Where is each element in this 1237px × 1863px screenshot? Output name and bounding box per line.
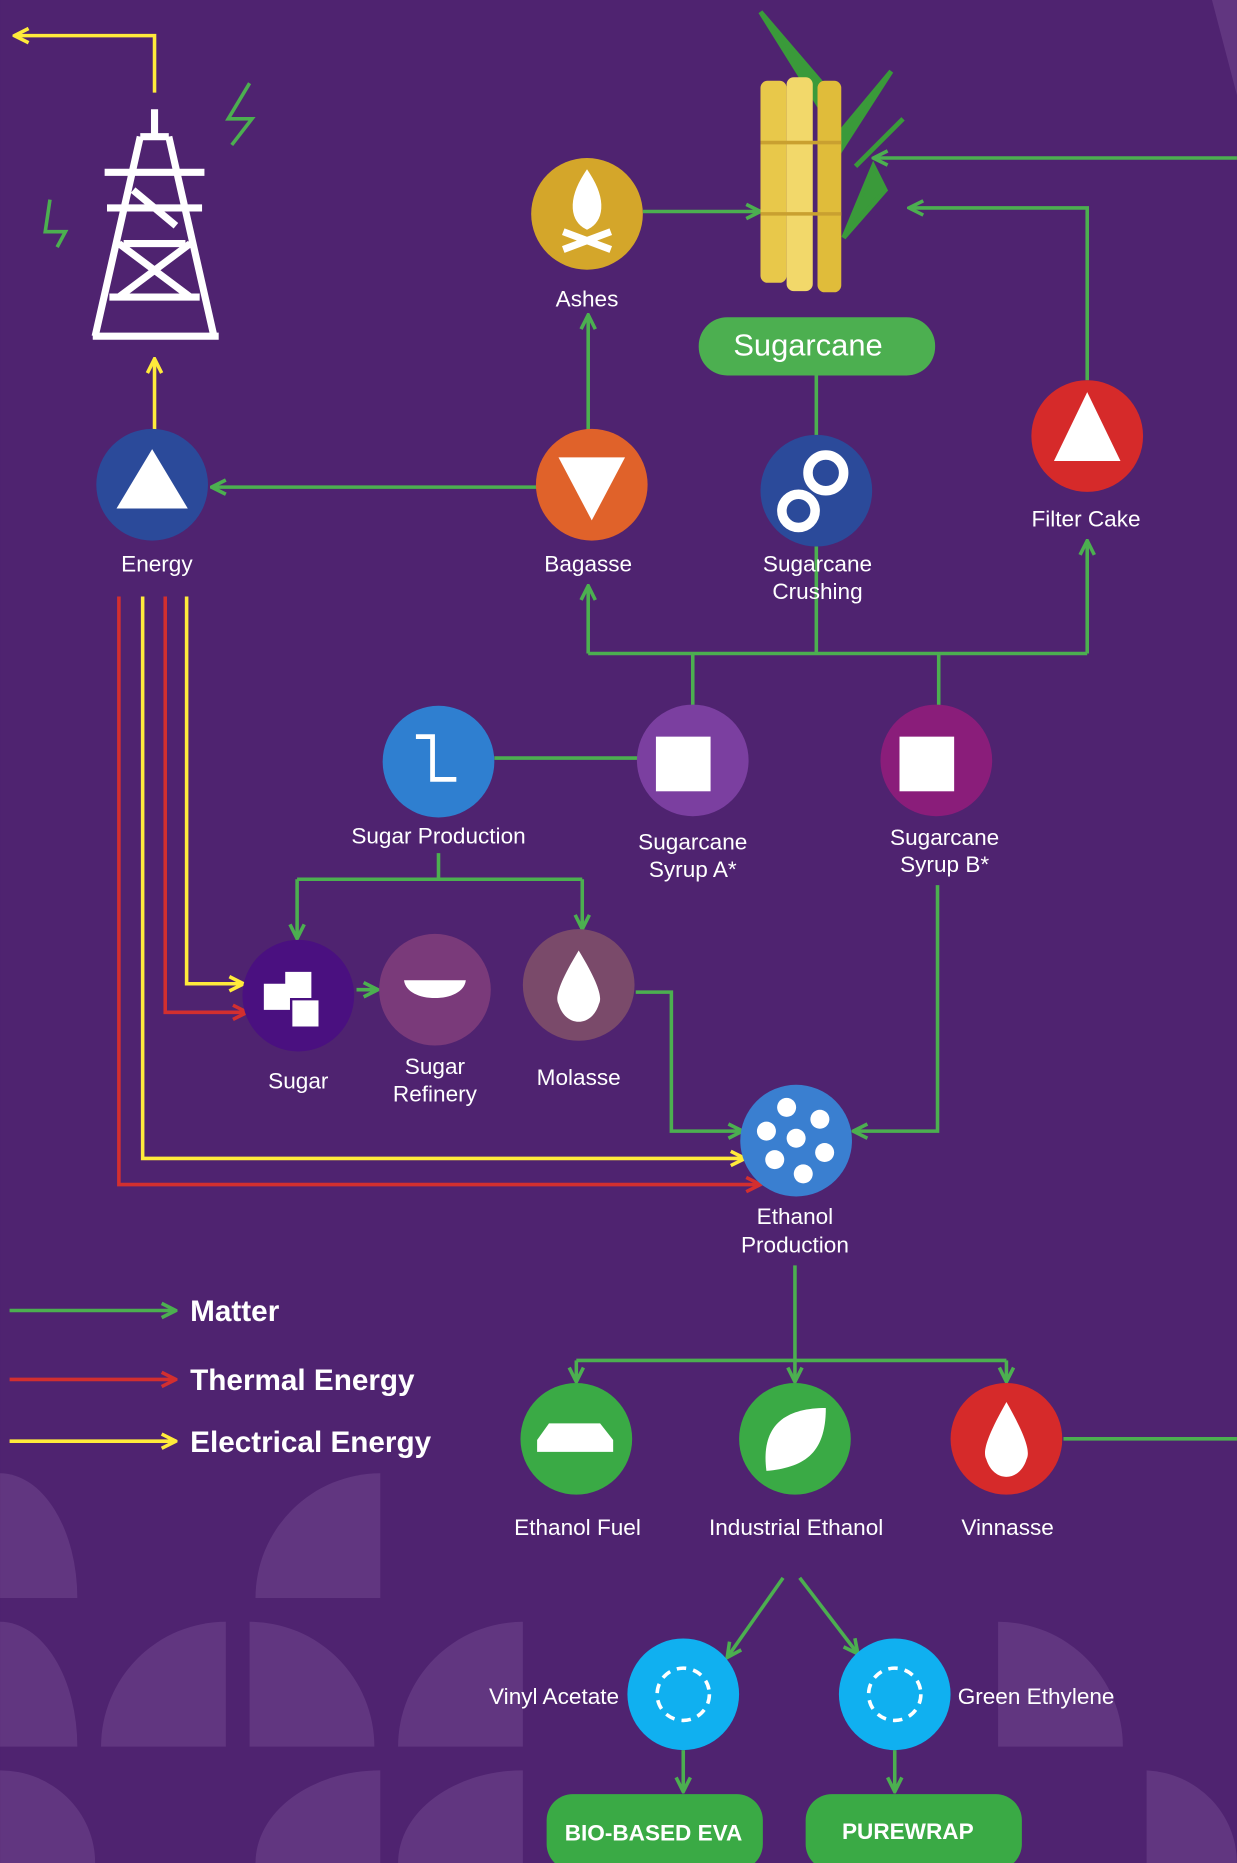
sugarcane-pill — [698, 317, 936, 376]
node-label: Sugarcane — [890, 825, 999, 850]
sugar-production-node — [382, 705, 495, 818]
legend-label: Thermal Energy — [190, 1364, 415, 1397]
icon — [1053, 392, 1121, 461]
node-label: Green Ethylene — [958, 1684, 1115, 1709]
button-bg[interactable] — [805, 1794, 1022, 1863]
node-label: Ethanol Fuel — [514, 1515, 641, 1540]
node-label: Ashes — [556, 287, 619, 312]
node-label: Ethanol — [757, 1204, 834, 1229]
icon — [415, 734, 457, 782]
node-label: Industrial Ethanol — [709, 1515, 883, 1540]
icon — [655, 736, 711, 792]
nodes — [96, 158, 1144, 1751]
icon — [263, 971, 319, 1027]
icon — [756, 1097, 835, 1184]
vinyl-acetate-node — [627, 1638, 740, 1751]
icon — [116, 449, 188, 509]
node-label: Sugarcane — [638, 830, 747, 855]
node-label: Syrup B* — [900, 852, 989, 877]
node-label: Sugarcane — [763, 551, 872, 576]
legend-label: Matter — [190, 1295, 280, 1328]
node-label: Filter Cake — [1031, 506, 1140, 531]
icon — [777, 489, 820, 533]
icon — [899, 736, 955, 792]
button[interactable]: BIO-BASED EVA — [546, 1794, 763, 1863]
node-labels: Ashes Bagasse Sugarcane Crushing Filter … — [121, 287, 1140, 1709]
sparks — [43, 82, 256, 248]
energy-flows — [14, 36, 760, 1185]
node-label: Vinnasse — [961, 1515, 1053, 1540]
button-label[interactable]: PUREWRAP — [842, 1819, 974, 1844]
node-label: Bagasse — [544, 551, 632, 576]
green-ethylene-node — [838, 1638, 951, 1751]
icon — [985, 1402, 1028, 1477]
icon — [765, 1407, 826, 1471]
icon — [537, 1423, 614, 1452]
legend: Matter Thermal Energy Electrical Energy — [9, 1295, 432, 1459]
node-label: Vinyl Acetate — [489, 1684, 619, 1709]
node-label: Energy — [121, 551, 193, 576]
node-label: Sugar Production — [351, 824, 525, 849]
button[interactable]: PUREWRAP — [805, 1794, 1022, 1863]
icon — [558, 457, 626, 521]
legend-label: Electrical Energy — [190, 1426, 431, 1459]
node-label: Sugar — [405, 1054, 466, 1079]
node-label: Molasse — [537, 1065, 621, 1090]
button-label[interactable]: BIO-BASED EVA — [565, 1820, 743, 1845]
icon — [404, 980, 466, 999]
node-label: Crushing — [772, 579, 862, 604]
matter-flows — [212, 158, 1237, 1792]
icon — [562, 169, 613, 253]
sugarcane-plant — [758, 10, 905, 293]
button-bg[interactable] — [546, 1794, 763, 1863]
icon — [655, 1666, 712, 1723]
power-tower — [91, 109, 219, 340]
sugarcane-label: Sugarcane — [733, 327, 882, 362]
node-label: Production — [741, 1232, 849, 1257]
icon — [557, 950, 601, 1022]
node-label: Refinery — [393, 1081, 478, 1106]
icon — [866, 1666, 923, 1723]
icon — [803, 450, 849, 496]
node-label: Sugar — [268, 1068, 329, 1093]
node-label: Syrup A* — [649, 857, 737, 882]
